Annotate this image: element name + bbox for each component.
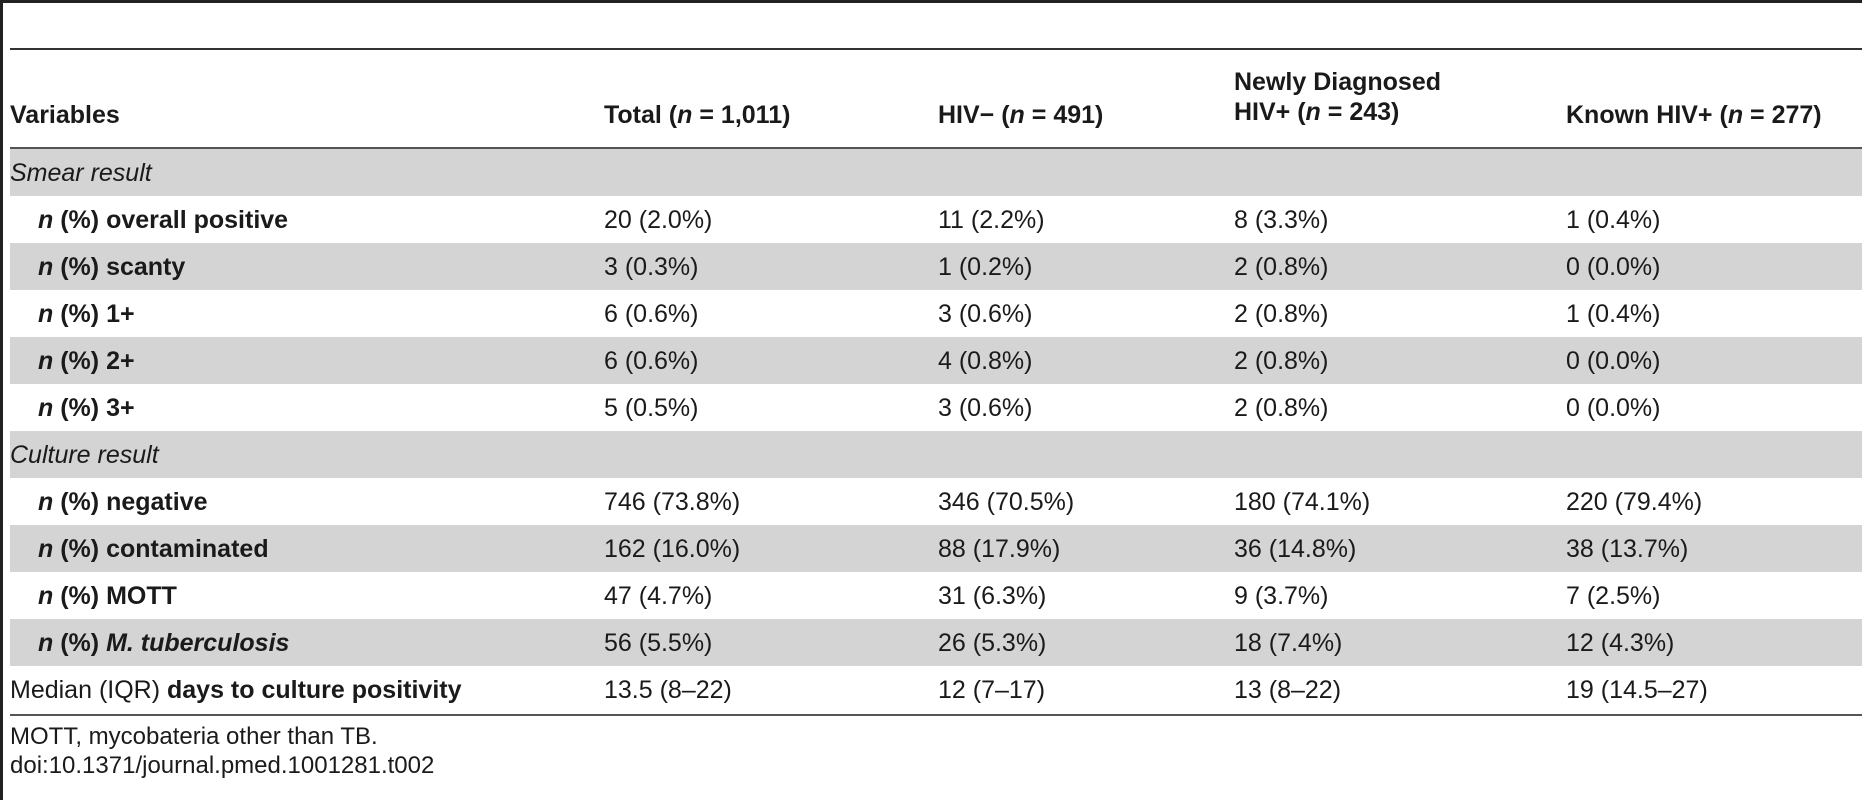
- row-label: n (%) overall positive: [38, 206, 289, 234]
- value-cell: 56 (5.5%): [604, 629, 713, 657]
- header-known-hiv-positive: Known HIV+ (n = 277): [1566, 101, 1822, 129]
- table-row: n (%) MOTT 47 (4.7%) 31 (6.3%) 9 (3.7%) 7 (2…: [10, 572, 1862, 619]
- value-cell: 2 (0.8%): [1234, 253, 1329, 281]
- value-cell: 9 (3.7%): [1234, 582, 1329, 610]
- value-cell: 4 (0.8%): [938, 347, 1033, 375]
- value-cell: 47 (4.7%): [604, 582, 713, 610]
- median-label: Median (IQR) days to culture positivity: [10, 676, 462, 704]
- value-cell: 5 (0.5%): [604, 394, 699, 422]
- median-total: 13.5 (8–22): [604, 676, 732, 704]
- value-cell: 31 (6.3%): [938, 582, 1047, 610]
- section-culture-result: Culture result: [10, 431, 1862, 478]
- value-cell: 11 (2.2%): [938, 206, 1045, 234]
- value-cell: 26 (5.3%): [938, 629, 1047, 657]
- row-label: n (%) negative: [38, 488, 208, 516]
- culture-rows: n (%) negative 746 (73.8%) 346 (70.5%) 180 …: [10, 478, 1862, 666]
- section-smear-result: Smear result: [10, 149, 1862, 196]
- value-cell: 0 (0.0%): [1566, 253, 1661, 281]
- header-newly-diagnosed: Newly Diagnosed HIV+ (n = 243): [1234, 68, 1441, 126]
- smear-rows: n (%) overall positive 20 (2.0%) 11 (2.2%)…: [10, 196, 1862, 431]
- value-cell: 36 (14.8%): [1234, 535, 1357, 563]
- row-label: n (%) 3+: [38, 394, 135, 422]
- doi: doi:10.1371/journal.pmed.1001281.t002: [10, 752, 435, 779]
- row-label: n (%) MOTT: [38, 582, 177, 610]
- median-hiv-negative: 12 (7–17): [938, 676, 1046, 704]
- value-cell: 2 (0.8%): [1234, 347, 1329, 375]
- value-cell: 1 (0.2%): [938, 253, 1033, 281]
- value-cell: 2 (0.8%): [1234, 300, 1329, 328]
- value-cell: 3 (0.3%): [604, 253, 699, 281]
- row-label: n (%) M. tuberculosis: [38, 629, 290, 657]
- median-row: Median (IQR) days to culture positivity …: [10, 666, 1862, 716]
- value-cell: 7 (2.5%): [1566, 582, 1661, 610]
- table-row: n (%) 2+ 6 (0.6%) 4 (0.8%) 2 (0.8%) 0 (0.0%): [10, 337, 1862, 384]
- header-total: Total (n = 1,011): [604, 101, 791, 129]
- row-label: n (%) 2+: [38, 347, 135, 375]
- value-cell: 20 (2.0%): [604, 206, 713, 234]
- left-rule: [0, 0, 3, 800]
- value-cell: 3 (0.6%): [938, 394, 1033, 422]
- row-label: n (%) contaminated: [38, 535, 269, 563]
- value-cell: 346 (70.5%): [938, 488, 1075, 516]
- table-row: n (%) contaminated 162 (16.0%) 88 (17.9%) 3…: [10, 525, 1862, 572]
- header-hiv-negative: HIV− (n = 491): [938, 101, 1104, 129]
- median-known-hiv-positive: 19 (14.5–27): [1566, 676, 1708, 704]
- value-cell: 12 (4.3%): [1566, 629, 1675, 657]
- median-newly-diagnosed: 13 (8–22): [1234, 676, 1342, 704]
- value-cell: 8 (3.3%): [1234, 206, 1329, 234]
- value-cell: 746 (73.8%): [604, 488, 741, 516]
- header-variables: Variables: [10, 101, 120, 129]
- value-cell: 3 (0.6%): [938, 300, 1033, 328]
- value-cell: 88 (17.9%): [938, 535, 1061, 563]
- footnote: MOTT, mycobateria other than TB.: [10, 723, 378, 750]
- value-cell: 6 (0.6%): [604, 347, 699, 375]
- table-header: Variables Total (n = 1,011) HIV− (n = 49…: [10, 48, 1862, 149]
- data-table: Variables Total (n = 1,011) HIV− (n = 49…: [10, 48, 1862, 716]
- value-cell: 1 (0.4%): [1566, 206, 1661, 234]
- table-row: n (%) negative 746 (73.8%) 346 (70.5%) 180 …: [10, 478, 1862, 525]
- value-cell: 38 (13.7%): [1566, 535, 1689, 563]
- table-row: n (%) 1+ 6 (0.6%) 3 (0.6%) 2 (0.8%) 1 (0.4%): [10, 290, 1862, 337]
- row-label: n (%) 1+: [38, 300, 135, 328]
- table-row: n (%) 3+ 5 (0.5%) 3 (0.6%) 2 (0.8%) 0 (0.0%): [10, 384, 1862, 431]
- value-cell: 0 (0.0%): [1566, 394, 1661, 422]
- value-cell: 2 (0.8%): [1234, 394, 1329, 422]
- table-row: n (%) overall positive 20 (2.0%) 11 (2.2%)…: [10, 196, 1862, 243]
- value-cell: 1 (0.4%): [1566, 300, 1661, 328]
- row-label: n (%) scanty: [38, 253, 186, 281]
- value-cell: 6 (0.6%): [604, 300, 699, 328]
- table-row: n (%) M. tuberculosis 56 (5.5%) 26 (5.3%) 1…: [10, 619, 1862, 666]
- value-cell: 0 (0.0%): [1566, 347, 1661, 375]
- table-row: n (%) scanty 3 (0.3%) 1 (0.2%) 2 (0.8%) 0 (0…: [10, 243, 1862, 290]
- value-cell: 220 (79.4%): [1566, 488, 1703, 516]
- value-cell: 180 (74.1%): [1234, 488, 1371, 516]
- value-cell: 162 (16.0%): [604, 535, 741, 563]
- top-rule: [0, 0, 1862, 3]
- value-cell: 18 (7.4%): [1234, 629, 1343, 657]
